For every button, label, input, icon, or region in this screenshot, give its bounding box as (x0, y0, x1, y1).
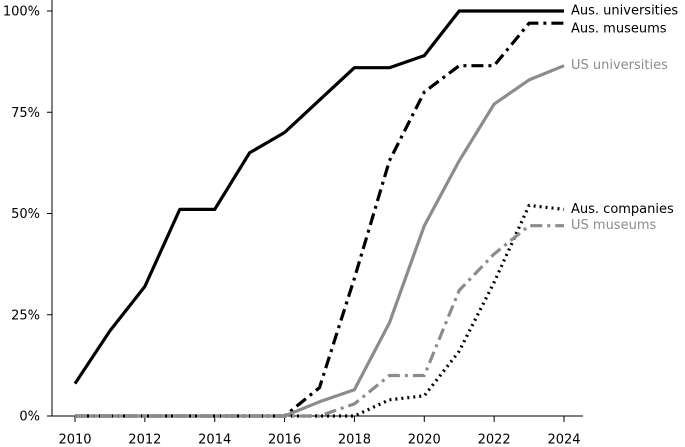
x-tick-label: 2020 (408, 433, 441, 447)
series-label: Aus. universities (571, 4, 678, 19)
x-tick-label: 2024 (547, 433, 580, 447)
x-tick-label: 2018 (338, 433, 371, 447)
series-label: US museums (571, 218, 656, 233)
series-line (75, 64, 565, 418)
series-line (73, 9, 564, 385)
y-tick-label: 50% (11, 207, 40, 222)
series-label: Aus. companies (571, 202, 674, 217)
y-tick-label: 75% (11, 106, 40, 121)
y-tick-label: 0% (19, 410, 40, 425)
series-line (75, 21, 564, 418)
x-tick-label: 2010 (58, 433, 91, 447)
series-label: US universities (571, 58, 668, 73)
y-tick-label: 100% (3, 5, 40, 20)
x-tick-label: 2016 (268, 433, 301, 447)
y-tick-label: 25% (11, 308, 40, 323)
series-line (75, 224, 564, 418)
x-tick-label: 2014 (198, 433, 231, 447)
x-tick-label: 2012 (128, 433, 161, 447)
series-label: Aus. museums (571, 22, 667, 37)
x-tick-label: 2022 (478, 433, 511, 447)
